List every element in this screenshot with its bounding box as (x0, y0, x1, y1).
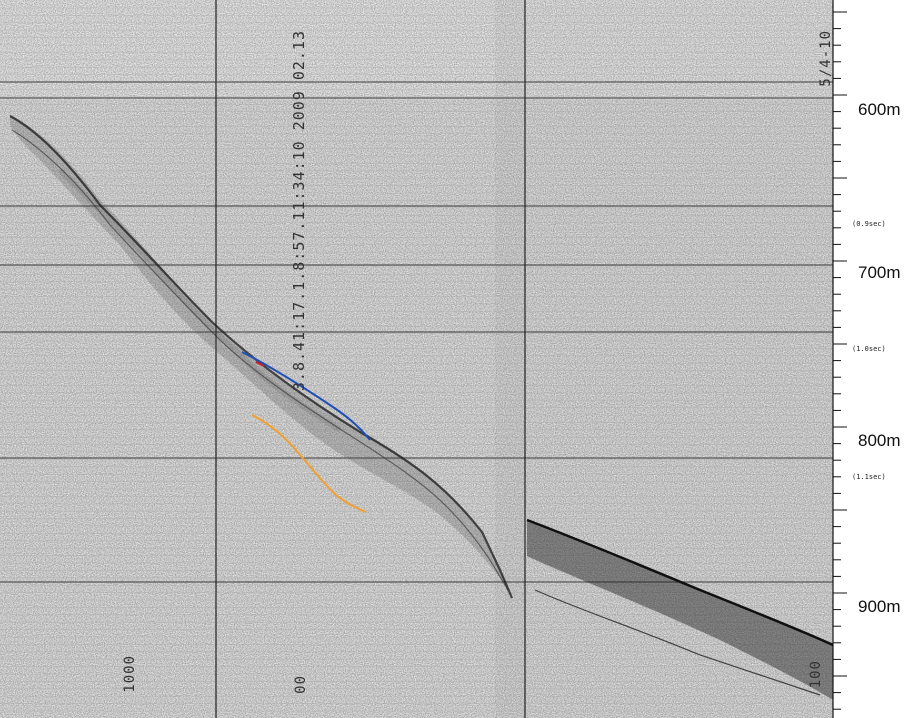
depth-label-600m: 600m (858, 100, 901, 119)
interpreted-horizon-orange (251, 414, 367, 513)
ship-annotation: 5/4-10 (818, 30, 834, 87)
interpreted-horizon-blue (241, 351, 371, 441)
interpreted-horizon-red (255, 361, 265, 367)
seafloor-reflection (0, 100, 833, 718)
scale-number-middle: 00 (293, 675, 309, 694)
time-label-1.0sec: (1.0sec) (852, 345, 886, 353)
record-annotation: 3.8.41:17.1.8:57.11:34:10 2009 02.13 (290, 30, 308, 392)
depth-axis (832, 0, 847, 718)
scale-number-left: 1000 (122, 655, 138, 693)
scale-number-right: 100 (808, 660, 824, 689)
depth-label-900m: 900m (858, 597, 901, 616)
depth-label-700m: 700m (858, 263, 901, 282)
time-label-0.9sec: (0.9sec) (852, 220, 886, 228)
time-label-1.1sec: (1.1sec) (852, 473, 886, 481)
depth-axis-ticks (833, 11, 847, 710)
depth-label-800m: 800m (858, 431, 901, 450)
reflection-grain (0, 100, 833, 718)
